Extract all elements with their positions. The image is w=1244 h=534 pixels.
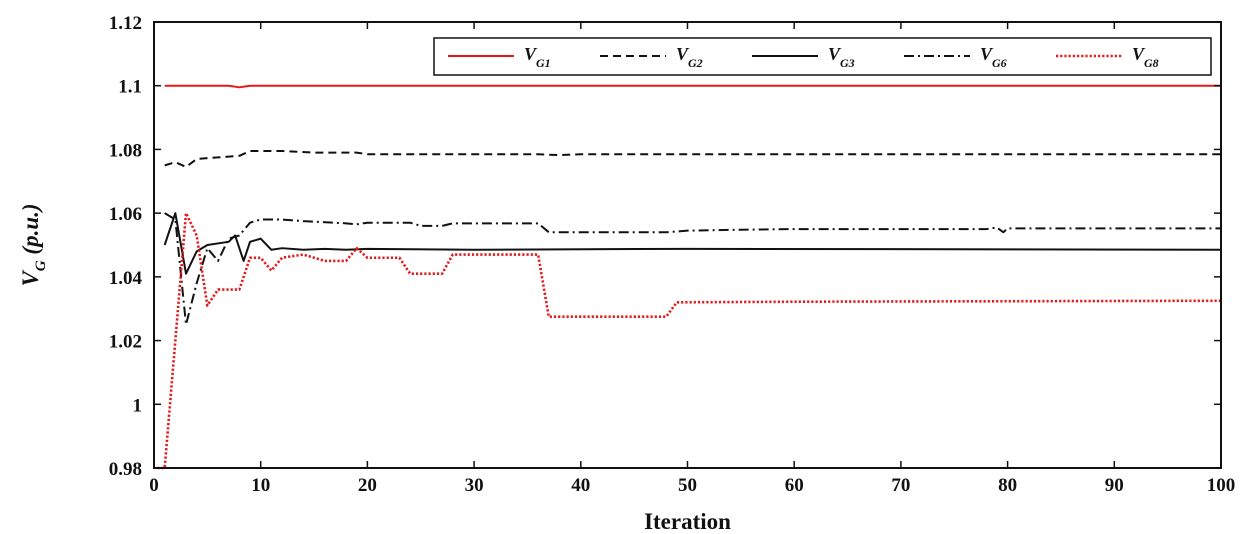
- legend-label-vg8: VG8: [1132, 44, 1159, 70]
- x-tick-label: 30: [465, 475, 484, 496]
- series-line-vg3: [163, 212, 1222, 275]
- x-axis: 0 10 20 30 40 50 60 70 80 90 100: [149, 22, 1235, 496]
- y-axis-title: VG (p.u.): [18, 203, 49, 286]
- legend-label-vg6: VG6: [980, 44, 1007, 70]
- legend-label-vg3: VG3: [828, 44, 855, 70]
- series-line-vg8: [157, 211, 1222, 470]
- plot-area-frame: [153, 21, 1222, 469]
- x-axis-title: Iteration: [644, 509, 731, 534]
- y-tick-label: 1.1: [118, 77, 142, 98]
- y-tick-label: 1.08: [109, 140, 142, 161]
- series-line-vg2: [164, 150, 1221, 168]
- y-tick-label: 1.02: [109, 332, 142, 353]
- y-tick-label: 0.98: [109, 459, 142, 480]
- x-tick-label: 0: [149, 475, 159, 496]
- y-tick-label: 1.12: [109, 13, 142, 34]
- series-line-vg6: [164, 212, 1221, 326]
- x-tick-label: 60: [785, 475, 804, 496]
- x-tick-label: 70: [891, 475, 910, 496]
- y-axis-title-main: V: [18, 270, 43, 287]
- series-layer: [157, 84, 1222, 470]
- x-tick-label: 40: [571, 475, 590, 496]
- y-tick-label: 1.04: [109, 268, 143, 289]
- legend-label-vg1: VG1: [524, 44, 551, 70]
- series-line-vg1: [164, 84, 1221, 89]
- x-tick-label: 100: [1207, 475, 1236, 496]
- legend-label-vg2: VG2: [676, 44, 703, 70]
- x-tick-label: 10: [251, 475, 270, 496]
- x-tick-label: 90: [1105, 475, 1124, 496]
- y-axis-title-suffix: (p.u.): [18, 203, 43, 260]
- y-axis: 0.98 1 1.02 1.04 1.06 1.08 1.1 1.12: [109, 13, 1221, 480]
- legend: VG1 VG2 VG3 VG6 VG8: [433, 37, 1212, 76]
- y-tick-label: 1: [133, 395, 143, 416]
- x-tick-label: 50: [678, 475, 697, 496]
- x-tick-label: 80: [998, 475, 1017, 496]
- y-axis-title-sub: G: [33, 260, 49, 271]
- y-tick-label: 1.06: [109, 204, 142, 225]
- x-tick-label: 20: [358, 475, 377, 496]
